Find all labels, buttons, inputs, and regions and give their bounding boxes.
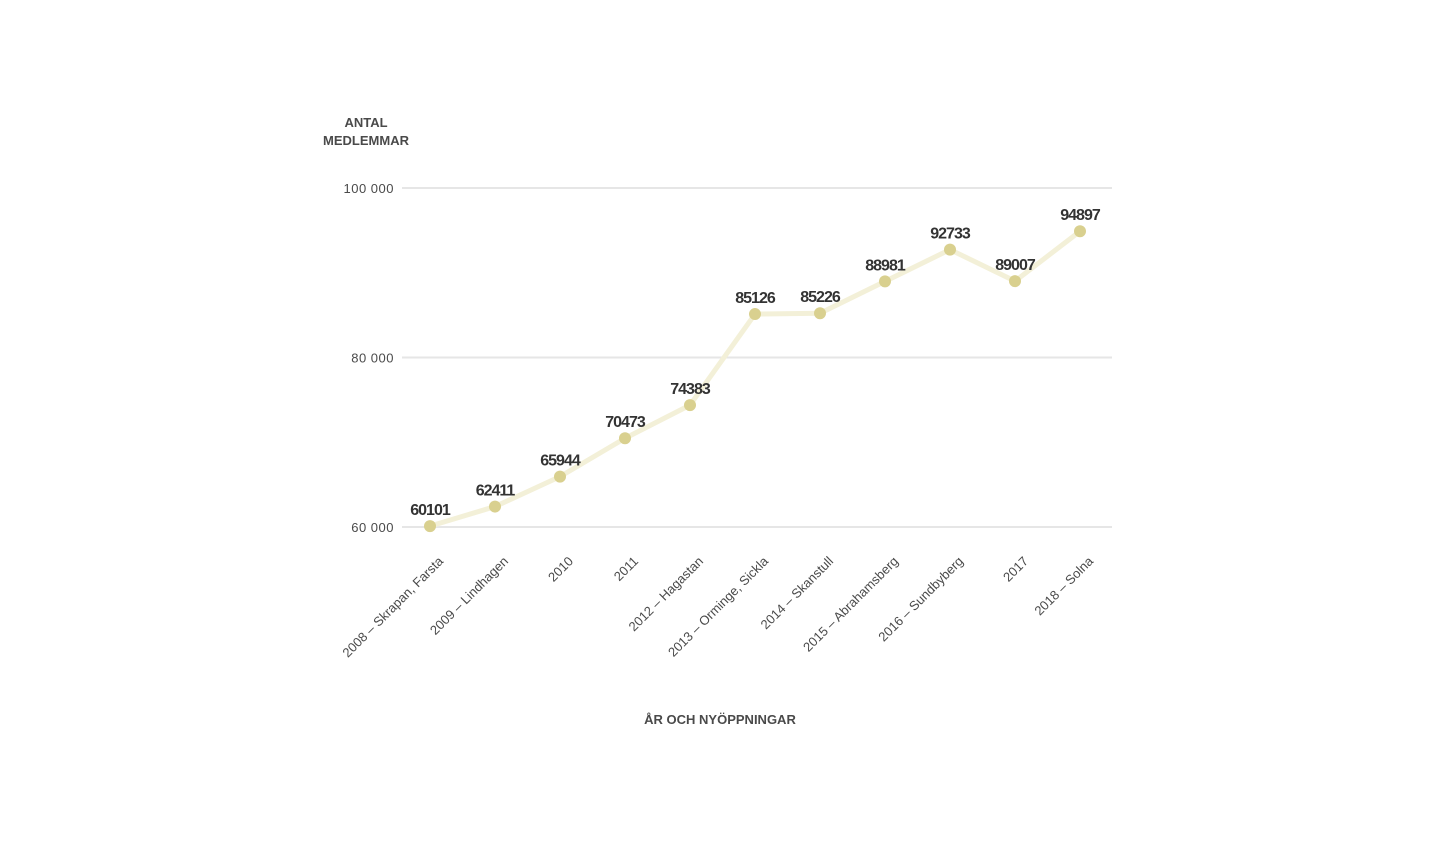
data-label: 85126 (735, 290, 776, 307)
data-point (944, 243, 956, 256)
data-label: 89007 (995, 257, 1036, 274)
data-label: 85226 (800, 289, 841, 306)
data-label: 88981 (865, 257, 906, 274)
data-points (424, 225, 1086, 533)
y-axis-title-line-1: ANTAL (344, 115, 387, 130)
data-label: 92733 (930, 226, 971, 243)
x-axis-title: ÅR OCH NYÖPPNINGAR (644, 712, 796, 727)
data-point (879, 275, 891, 288)
data-label: 62411 (476, 483, 516, 500)
data-label: 60101 (410, 502, 451, 519)
y-axis-title-line-2: MEDLEMMAR (323, 133, 410, 148)
data-point (619, 432, 631, 445)
x-tick-label: 2010 (545, 554, 576, 585)
data-point (1074, 225, 1086, 238)
data-point (554, 470, 566, 483)
data-labels: 60101 62411 65944 70473 74383 85126 85226 88981… (410, 207, 1102, 519)
y-tick-label: 60 000 (351, 520, 394, 535)
y-tick-label: 100 000 (344, 181, 395, 196)
data-point (814, 307, 826, 320)
data-label: 70473 (605, 414, 646, 431)
data-point (489, 500, 501, 513)
data-point (749, 308, 761, 321)
data-point (1009, 275, 1021, 288)
x-tick-label: 2018 – Solna (1031, 553, 1096, 618)
data-label: 74383 (670, 381, 711, 398)
data-label: 65944 (540, 453, 581, 470)
series-line (427, 228, 1083, 529)
x-tick-label: 2011 (611, 554, 641, 584)
x-tick-label: 2017 (1000, 554, 1031, 585)
x-tick-label: 2008 – Skrapan, Farsta (339, 553, 446, 660)
y-tick-label: 80 000 (351, 351, 394, 366)
series-line-layer (427, 228, 1083, 529)
data-point (684, 399, 696, 412)
y-axis-ticks: 100 000 80 000 60 000 (344, 181, 395, 535)
data-point (424, 520, 436, 533)
grid-layer (402, 187, 1112, 528)
data-label: 94897 (1060, 207, 1101, 224)
